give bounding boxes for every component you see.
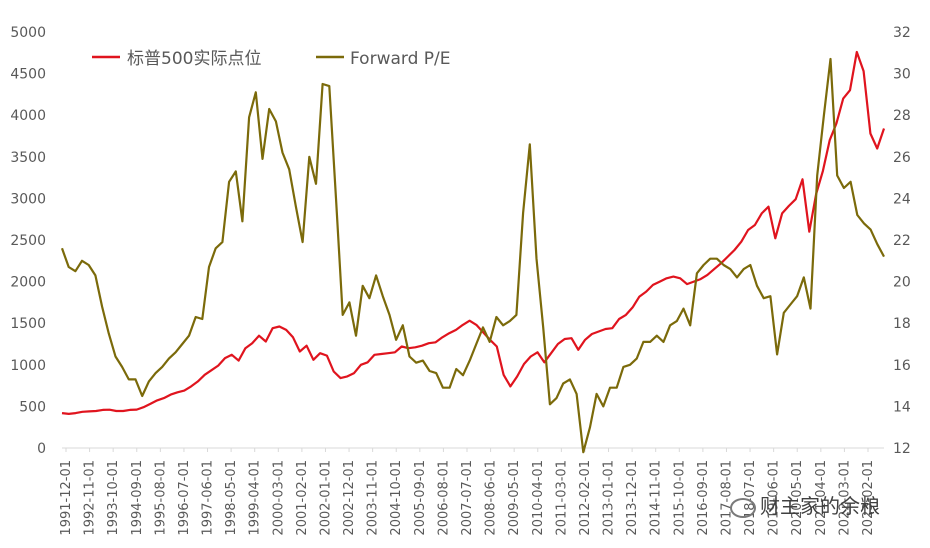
x-tick-label: 2019-06-01	[767, 460, 782, 536]
x-tick-label: 1993-10-01	[106, 460, 121, 536]
x-tick-label: 2015-10-01	[672, 460, 687, 536]
y-left-tick-label: 4000	[10, 108, 46, 124]
y-left-tick-label: 1000	[10, 358, 46, 374]
x-tick-label: 2021-04-01	[814, 460, 829, 536]
x-tick-label: 1996-07-01	[177, 460, 192, 536]
x-tick-label: 2020-05-01	[790, 460, 805, 536]
y-right-tick-label: 22	[893, 233, 911, 249]
series-line-sp500	[61, 50, 886, 415]
x-tick-label: 1999-04-01	[248, 460, 263, 536]
x-tick-label: 2001-02-01	[295, 460, 310, 536]
x-tick-label: 2012-02-01	[578, 460, 593, 536]
x-tick-label: 2007-07-01	[460, 460, 475, 536]
x-tick-label: 2006-08-01	[436, 460, 451, 536]
y-right-tick-label: 20	[893, 275, 911, 291]
y-left-tick-label: 5000	[10, 25, 46, 41]
x-tick-label: 1991-12-01	[59, 460, 74, 536]
y-right-tick-label: 12	[893, 441, 911, 457]
x-tick-label: 2010-04-01	[531, 460, 546, 536]
x-tick-label: 1997-06-01	[201, 460, 216, 536]
y-left-tick-label: 2500	[10, 233, 46, 249]
watermark-text: 财主家的余粮	[760, 494, 880, 518]
x-tick-label: 1994-09-01	[130, 460, 145, 536]
legend: 标普500实际点位 Forward P/E	[92, 49, 451, 69]
y-left-tick-label: 3500	[10, 150, 46, 166]
y-right-tick-label: 30	[893, 67, 911, 83]
x-tick-label: 2011-03-01	[554, 460, 569, 536]
x-tick-label: 1992-11-01	[83, 460, 98, 536]
y-left-tick-label: 1500	[10, 316, 46, 332]
y-right-tick-label: 18	[893, 316, 911, 332]
y-left-tick-label: 2000	[10, 275, 46, 291]
legend-label-forward-pe: Forward P/E	[350, 49, 451, 69]
x-tick-label: 2002-12-01	[342, 460, 357, 536]
x-tick-label: 1998-05-01	[224, 460, 239, 536]
x-tick-label: 2016-09-01	[696, 460, 711, 536]
watermark: 财主家的余粮	[730, 490, 880, 519]
y-right-tick-label: 28	[893, 108, 911, 124]
x-tick-label: 2013-12-01	[625, 460, 640, 536]
y-left-tick-label: 0	[37, 441, 46, 457]
series-layer	[60, 50, 886, 454]
y-right-tick-label: 26	[893, 150, 911, 166]
x-tick-label: 2008-06-01	[484, 460, 499, 536]
x-tick-label: 2013-01-01	[602, 460, 617, 536]
x-tick-label: 2005-09-01	[413, 460, 428, 536]
x-tick-label: 1995-08-01	[153, 460, 168, 536]
x-tick-label: 2022-03-01	[837, 460, 852, 536]
x-tick-label: 2000-03-01	[271, 460, 286, 536]
y-right-tick-label: 16	[893, 358, 911, 374]
axes-layer: 0 500 1000 1500 2000 2500 3000 3500 4000 4500 5000…	[10, 25, 911, 536]
x-tick-label: 2009-05-01	[507, 460, 522, 536]
y-right-tick-label: 14	[893, 399, 911, 415]
x-tick-label: 2014-11-01	[649, 460, 664, 536]
x-tick-label: 2017-08-01	[719, 460, 734, 536]
y-left-tick-label: 500	[19, 399, 46, 415]
y-left-tick-label: 4500	[10, 67, 46, 83]
y-right-tick-label: 32	[893, 25, 911, 41]
x-tick-label: 2003-11-01	[366, 460, 381, 536]
series-line-forward-pe	[60, 57, 885, 454]
x-tick-label: 2023-02-01	[861, 460, 876, 536]
legend-label-sp500: 标普500实际点位	[127, 49, 261, 69]
y-left-tick-label: 3000	[10, 191, 46, 207]
x-tick-label: 2004-10-01	[389, 460, 404, 536]
wechat-icon	[730, 497, 756, 518]
y-right-tick-label: 24	[893, 191, 911, 207]
x-tick-label: 2002-01-01	[318, 460, 333, 536]
